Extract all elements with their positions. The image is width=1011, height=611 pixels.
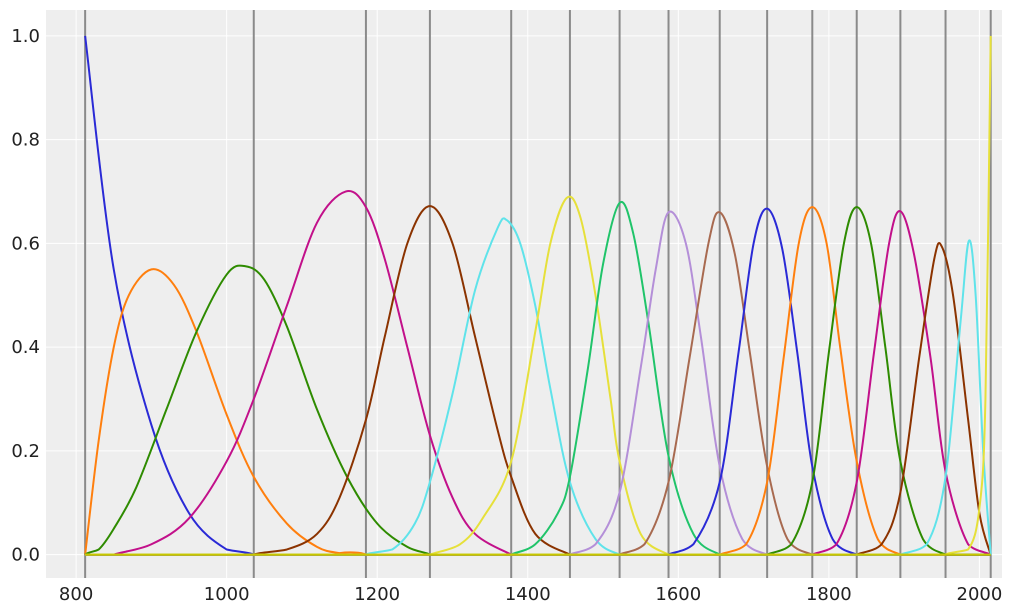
x-tick-label: 800 [59,584,93,605]
y-tick-label: 0.6 [11,233,40,254]
x-tick-labels: 800 1000 1200 1400 1600 1800 2000 [59,584,1002,605]
y-tick-label: 0.2 [11,441,40,462]
y-tick-label: 0.0 [11,545,40,566]
y-tick-labels: 0.0 0.2 0.4 0.6 0.8 1.0 [11,26,40,566]
basis-curves [84,35,992,556]
grid-lines [46,10,1002,578]
y-tick-label: 0.4 [11,337,40,358]
x-tick-label: 1400 [505,584,551,605]
x-tick-label: 1800 [806,584,852,605]
x-tick-label: 1600 [655,584,701,605]
y-tick-label: 0.8 [11,130,40,151]
x-tick-label: 1200 [354,584,400,605]
y-tick-label: 1.0 [11,26,40,47]
plot-background [46,10,1002,578]
x-tick-label: 1000 [204,584,250,605]
x-tick-label: 2000 [957,584,1003,605]
